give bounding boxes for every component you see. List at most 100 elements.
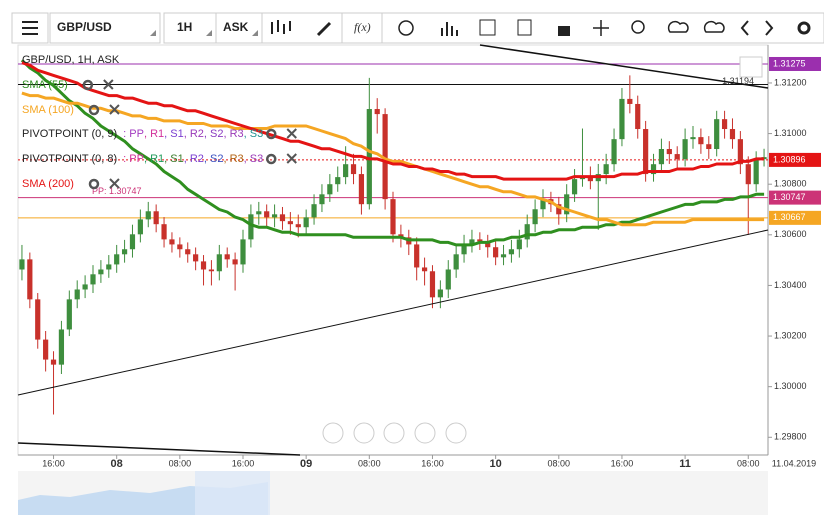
info-icon[interactable] [398,20,414,36]
x-tick-label: 08:00 [169,458,192,468]
calendar-icon[interactable] [479,19,496,36]
settings-icon[interactable] [88,104,100,116]
candle-body [27,259,33,300]
candle-body [429,271,436,298]
candle-body [421,267,428,272]
candle-body [524,224,530,240]
sma-line [21,91,765,227]
sma-line [20,59,765,247]
candle-body [469,239,475,245]
candle-body [208,269,215,272]
y-tick-label: 1.30400 [774,280,807,290]
nav-arrows[interactable] [740,20,774,36]
candle-body [619,98,625,140]
fx-button[interactable] [341,12,383,44]
toolbar: GBP/USD 1H ASK f(x) [0,0,824,45]
candle-body [185,249,191,255]
report-icon[interactable] [517,19,532,36]
candle-body [271,214,278,218]
remove-icon[interactable] [286,153,297,164]
reset[interactable] [383,422,405,444]
candle-body [58,329,65,365]
candle-body [579,177,586,180]
candle-body [390,199,396,235]
candle-body [414,244,420,268]
candle-body [248,214,254,240]
expand-button[interactable] [739,56,763,78]
pivot-item: , R2 [184,153,204,165]
price-badge-label: 1.30747 [773,192,806,202]
trend-line [479,44,769,89]
symbol-select[interactable] [49,12,161,44]
candle-body [232,259,238,265]
price-badge-label: 1.30667 [773,212,806,222]
candle-body [635,103,641,130]
remove-icon[interactable] [103,79,114,90]
crosshair-icon[interactable] [593,20,609,36]
volume-icon[interactable] [441,22,458,36]
candle-body [74,289,80,300]
candle-body [721,119,728,130]
timeframe-select[interactable] [163,12,217,44]
settings-icon[interactable] [88,178,100,190]
tools-group[interactable] [261,12,343,44]
navigator-window[interactable] [195,471,270,515]
zoom-in[interactable] [414,422,436,444]
pp-label: PP: 1.30747 [92,186,142,196]
candle-body [358,174,365,205]
settings-icon[interactable] [266,153,277,165]
candle-body [256,211,262,215]
price-badge [769,152,821,167]
candle-body [106,264,112,270]
zoom-icon[interactable] [631,20,645,34]
pivot-item: , S3 [244,128,264,140]
candle-body [224,254,230,260]
settings-icon[interactable] [797,21,811,35]
candle-body [145,211,151,220]
candle-body [264,211,270,218]
candle-body [485,241,491,248]
candle-body [82,284,88,290]
zoom-out[interactable] [353,422,375,444]
trend-line [17,229,769,396]
candle-body [303,217,309,228]
download-icon[interactable] [703,20,725,33]
candle-body [129,234,136,250]
candle-body [587,177,593,182]
plot-area [17,44,769,456]
candle-body [169,239,175,245]
pivot-name: PIVOTPOINT (0, 8) [22,153,117,165]
price-select[interactable] [215,12,263,44]
candle-body [493,247,499,258]
settings-icon[interactable] [82,79,94,91]
remove-icon[interactable] [109,178,120,189]
candle-body [737,139,743,165]
candle-body [650,164,657,175]
pivot-item: : PP [123,128,144,140]
candle-body [19,259,25,270]
candle-body [216,254,222,272]
pivot-item: , S1 [164,128,184,140]
candle-body [311,204,317,218]
remove-icon[interactable] [109,104,120,115]
candle-body [43,339,49,360]
x-tick-label: 08 [111,458,123,470]
upload-icon[interactable] [667,20,689,33]
draw-icon [316,21,332,37]
chart-type-icon [271,20,291,34]
candle-body [114,254,120,265]
candle-body [287,221,293,225]
lock-icon[interactable] [558,26,570,36]
candle-body [35,299,41,340]
candle-body [366,109,372,205]
candle-body [706,144,712,150]
scroll-right[interactable] [445,422,467,444]
remove-icon[interactable] [286,128,297,139]
candle-body [477,239,483,242]
candle-body [335,177,341,185]
scroll-left[interactable] [322,422,344,444]
price-badge-label: 1.31275 [773,58,806,68]
pivot-item: , R3 [223,153,243,165]
settings-icon[interactable] [266,128,277,140]
